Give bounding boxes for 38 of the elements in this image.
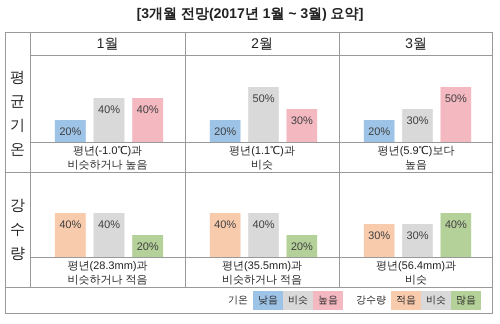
data-label: 50% bbox=[252, 93, 275, 106]
text: 평년(35.5mm)과 비슷하거나 적음 bbox=[185, 257, 339, 287]
data-label: 20% bbox=[59, 126, 82, 138]
data-label: 30% bbox=[290, 115, 314, 128]
y-axis-title: 강수량 bbox=[10, 196, 26, 264]
y-axis-title: 평균기온 bbox=[10, 68, 26, 160]
text: 평년(1.1℃)과 비슷 bbox=[185, 142, 339, 172]
text: 적음 bbox=[391, 291, 421, 310]
chart-title: 3월 bbox=[404, 34, 428, 53]
data-label: 30% bbox=[406, 230, 429, 242]
data-label: 40% bbox=[59, 219, 82, 232]
data-label: 40% bbox=[214, 219, 236, 232]
text: 낮음 bbox=[253, 291, 283, 310]
text: [3개월 전망(2017년 1월 ~ 3월) 요약] bbox=[136, 5, 364, 23]
text: 비슷 bbox=[283, 291, 313, 310]
text: 높음 bbox=[313, 291, 343, 310]
text: 평년(-1.0℃)과 비슷하거나 높음 bbox=[30, 142, 185, 172]
data-label: 40% bbox=[98, 104, 120, 116]
data-label: 40% bbox=[252, 219, 275, 232]
chart-title: 2월 bbox=[250, 34, 274, 53]
text: 기온 bbox=[227, 294, 249, 308]
data-label: 20% bbox=[214, 126, 236, 138]
data-label: 40% bbox=[444, 219, 468, 232]
text: 강수량 bbox=[355, 294, 387, 308]
data-label: 30% bbox=[406, 115, 429, 128]
chart-title: 1월 bbox=[96, 34, 120, 53]
data-label: 50% bbox=[444, 93, 468, 106]
text: 평년(28.3mm)과 비슷하거나 적음 bbox=[30, 257, 185, 287]
data-label: 20% bbox=[290, 241, 314, 254]
text: 평년(5.9℃)보다 높음 bbox=[339, 142, 493, 172]
data-label: 20% bbox=[368, 126, 390, 138]
text: 비슷 bbox=[421, 291, 451, 310]
data-label: 20% bbox=[136, 241, 159, 254]
data-label: 30% bbox=[368, 230, 390, 242]
text: 평년(56.4mm)과 비슷 bbox=[339, 257, 493, 287]
text: 많음 bbox=[451, 291, 481, 310]
data-label: 40% bbox=[98, 219, 120, 232]
data-label: 40% bbox=[136, 104, 159, 116]
